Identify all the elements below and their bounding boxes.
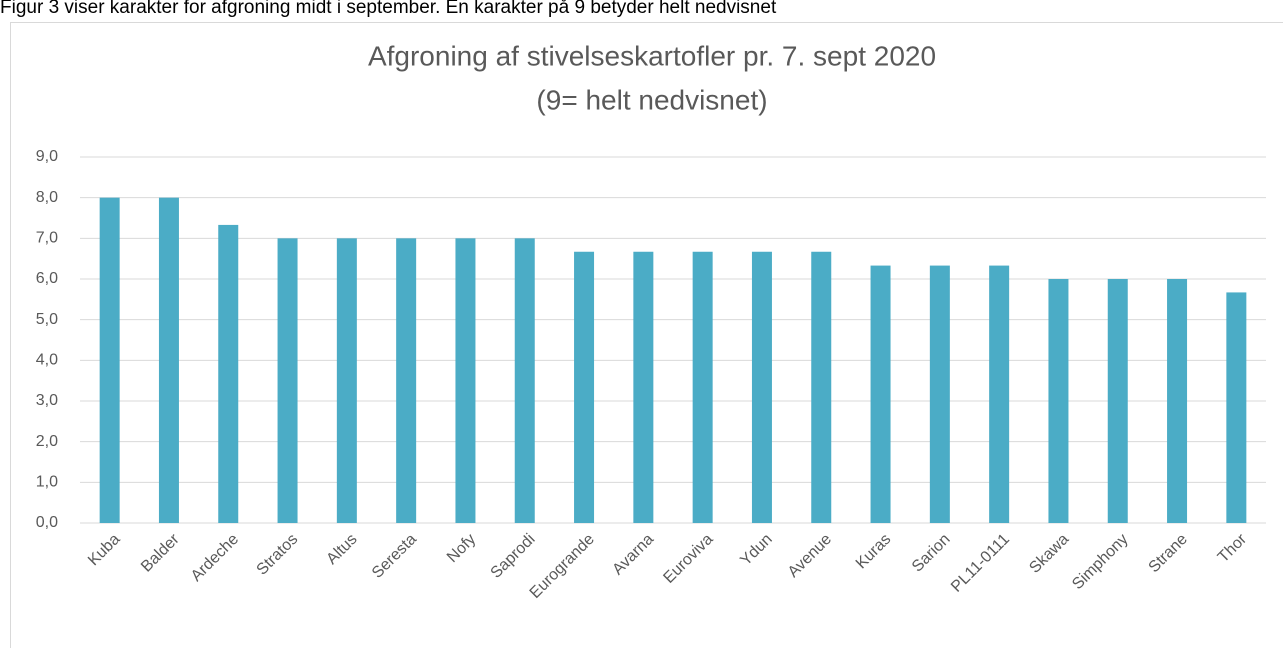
y-tick-label: 6,0 — [36, 270, 58, 287]
bar — [870, 265, 891, 523]
bar — [218, 224, 239, 523]
y-tick-label: 7,0 — [36, 230, 58, 247]
y-tick-label: 0,0 — [36, 514, 58, 531]
y-tick-label: 9,0 — [36, 148, 58, 165]
bar — [633, 251, 654, 523]
y-tick-label: 8,0 — [36, 189, 58, 206]
y-tick-label: 4,0 — [36, 352, 58, 369]
bar — [1226, 292, 1247, 523]
bar — [336, 238, 357, 524]
bar — [99, 197, 120, 523]
y-tick-label: 1,0 — [36, 474, 58, 491]
y-tick-label: 5,0 — [36, 311, 58, 328]
bar — [929, 265, 950, 523]
bar — [277, 238, 298, 524]
bar — [396, 238, 417, 524]
y-tick-label: 2,0 — [36, 433, 58, 450]
bar — [989, 265, 1010, 523]
chart-subtitle: (9= helt nedvisnet) — [536, 84, 767, 115]
bar — [1107, 279, 1128, 523]
bar — [455, 238, 476, 524]
bar — [1048, 279, 1069, 523]
y-tick-label: 3,0 — [36, 392, 58, 409]
bar — [158, 197, 179, 523]
bar — [1167, 279, 1188, 523]
chart-title: Afgroning af stivelseskartofler pr. 7. s… — [368, 40, 936, 71]
bar — [692, 251, 713, 523]
bar — [574, 251, 595, 523]
bar — [811, 251, 832, 523]
bar — [514, 238, 535, 524]
bar — [751, 251, 772, 523]
caption: Figur 3 viser karakter for afgroning mid… — [0, 0, 777, 18]
